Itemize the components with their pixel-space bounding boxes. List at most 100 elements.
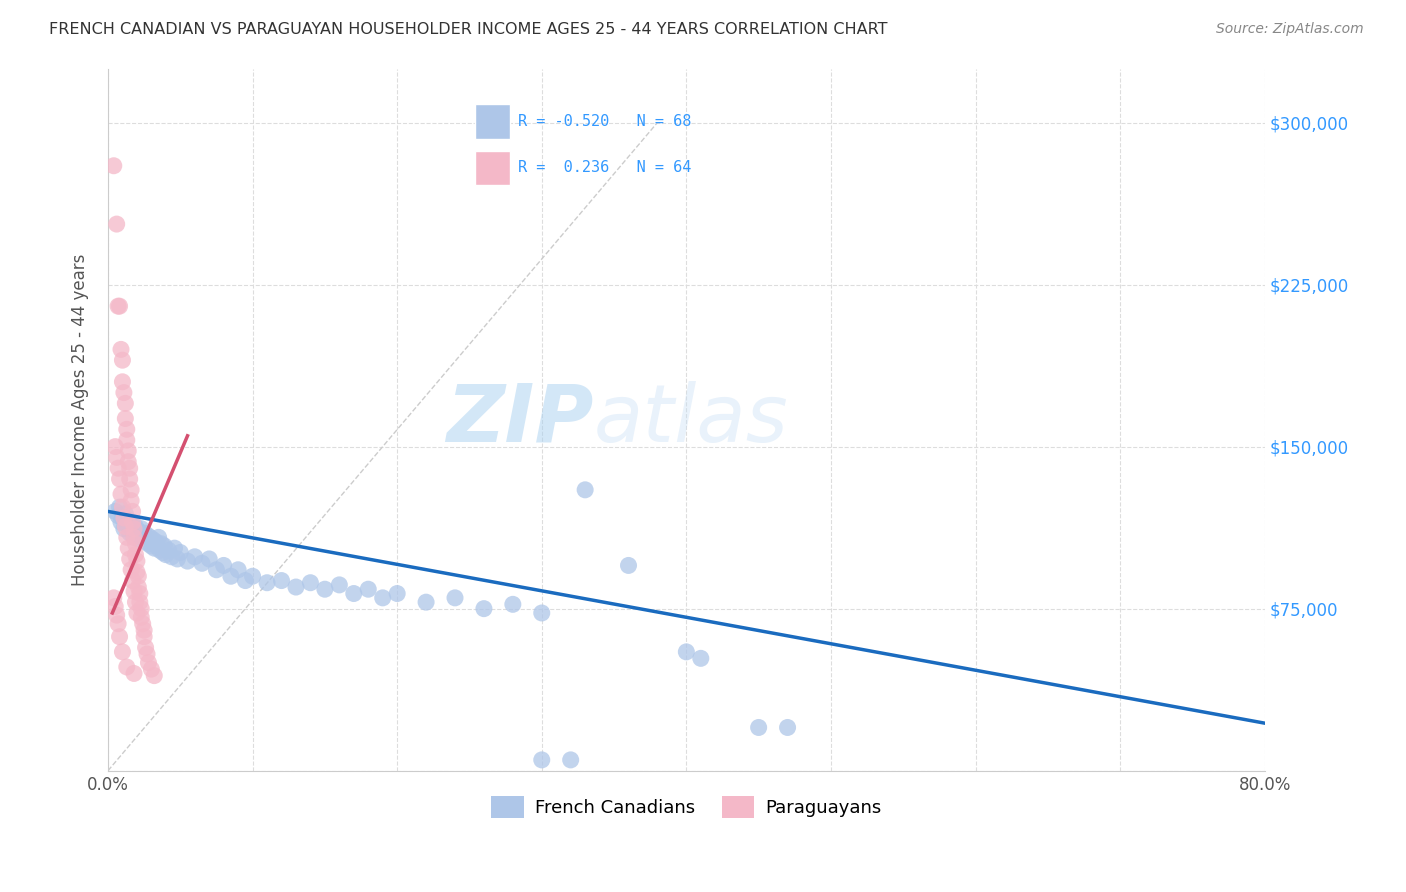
Point [125, 528, 148, 542]
Point [155, 548, 177, 562]
Point [748, 721, 770, 735]
Point [117, 513, 139, 527]
Point [111, 645, 134, 659]
Point [125, 606, 148, 620]
Point [235, 574, 257, 588]
Point [135, 640, 157, 655]
Point [184, 549, 207, 564]
Point [122, 530, 145, 544]
Point [117, 455, 139, 469]
Point [689, 651, 711, 665]
Point [138, 537, 160, 551]
Point [112, 511, 135, 525]
Point [143, 541, 166, 556]
Point [198, 552, 221, 566]
Point [114, 519, 136, 533]
Point [112, 522, 135, 536]
Point [122, 530, 145, 544]
Point [120, 515, 142, 529]
Point [124, 537, 146, 551]
Point [415, 595, 437, 609]
Point [124, 519, 146, 533]
Text: ZIP: ZIP [447, 381, 593, 458]
Point [121, 574, 143, 588]
Point [122, 522, 145, 536]
Point [122, 584, 145, 599]
Point [129, 610, 152, 624]
Legend: French Canadians, Paraguayans: French Canadians, Paraguayans [484, 789, 889, 825]
Point [107, 461, 129, 475]
Point [284, 580, 307, 594]
Point [299, 575, 322, 590]
Point [127, 580, 149, 594]
Point [118, 461, 141, 475]
Point [138, 656, 160, 670]
Point [146, 539, 169, 553]
Point [205, 563, 228, 577]
Point [108, 630, 131, 644]
Y-axis label: Householder Income Ages 25 - 44 years: Householder Income Ages 25 - 44 years [72, 253, 89, 586]
Point [128, 595, 150, 609]
Point [444, 591, 467, 605]
Point [115, 530, 138, 544]
Point [110, 487, 132, 501]
Point [675, 645, 697, 659]
Point [153, 539, 176, 553]
Point [107, 616, 129, 631]
Point [125, 565, 148, 579]
Point [314, 582, 336, 597]
Point [148, 530, 170, 544]
Point [104, 504, 127, 518]
Point [776, 721, 799, 735]
Point [166, 552, 188, 566]
Point [125, 554, 148, 568]
Point [357, 582, 380, 597]
Point [149, 543, 172, 558]
Point [343, 586, 366, 600]
Point [115, 433, 138, 447]
Point [160, 549, 183, 564]
Point [115, 517, 138, 532]
Text: FRENCH CANADIAN VS PARAGUAYAN HOUSEHOLDER INCOME AGES 25 - 44 YEARS CORRELATION : FRENCH CANADIAN VS PARAGUAYAN HOUSEHOLDE… [49, 22, 887, 37]
Point [108, 299, 131, 313]
Point [117, 444, 139, 458]
Point [105, 217, 128, 231]
Point [118, 552, 141, 566]
Point [385, 586, 408, 600]
Point [150, 537, 173, 551]
Point [114, 411, 136, 425]
Point [114, 396, 136, 410]
Point [560, 753, 582, 767]
Point [122, 666, 145, 681]
Point [135, 534, 157, 549]
Point [108, 472, 131, 486]
Point [502, 598, 524, 612]
Point [128, 533, 150, 547]
Point [124, 595, 146, 609]
Point [115, 422, 138, 436]
Point [111, 511, 134, 525]
Point [104, 599, 127, 614]
Point [127, 524, 149, 538]
Point [270, 574, 292, 588]
Point [328, 578, 350, 592]
Point [107, 508, 129, 523]
Point [131, 530, 153, 544]
Point [115, 660, 138, 674]
Point [105, 608, 128, 623]
Point [120, 563, 142, 577]
Point [617, 558, 640, 573]
Point [145, 534, 167, 549]
Point [139, 530, 162, 544]
Point [121, 504, 143, 518]
Point [134, 526, 156, 541]
Point [111, 353, 134, 368]
Point [111, 375, 134, 389]
Point [219, 569, 242, 583]
Point [129, 522, 152, 536]
Point [114, 507, 136, 521]
Point [212, 558, 235, 573]
Point [120, 483, 142, 497]
Point [107, 299, 129, 313]
Point [152, 545, 174, 559]
